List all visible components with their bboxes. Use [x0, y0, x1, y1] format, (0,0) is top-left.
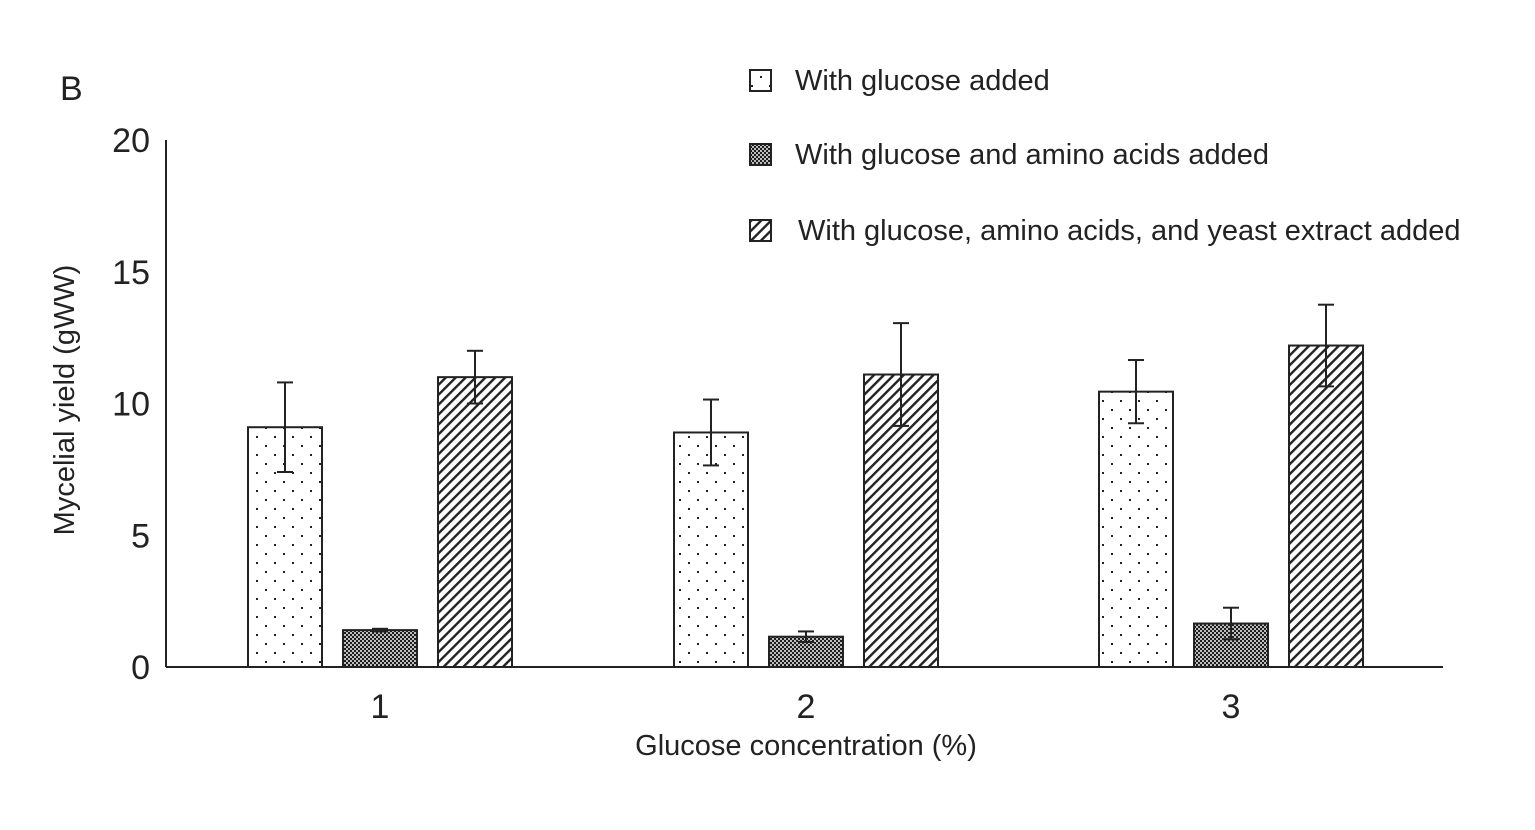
legend-swatch: [749, 69, 772, 92]
bars-group: [247, 303, 1364, 669]
bar: [1098, 390, 1174, 668]
legend-label: With glucose added: [795, 65, 1050, 97]
x-tick-label: 2: [797, 688, 816, 726]
y-axis: 0 5 10 15 20: [112, 122, 167, 687]
bar: [437, 376, 513, 668]
y-tick-label: 15: [112, 254, 150, 292]
error-bar: [277, 381, 293, 474]
x-axis-title: Glucose concentration (%): [635, 730, 977, 762]
error-bar: [1318, 303, 1334, 388]
bar: [342, 629, 418, 668]
legend-label: With glucose, amino acids, and yeast ext…: [798, 215, 1461, 247]
legend-swatch: [749, 143, 772, 166]
x-tick-label: 3: [1222, 688, 1241, 726]
error-bar: [467, 349, 483, 405]
error-bar: [372, 627, 388, 633]
error-bar: [1128, 359, 1144, 425]
bar: [1288, 344, 1364, 668]
y-tick-label: 5: [131, 517, 150, 555]
y-tick-label: 0: [131, 649, 150, 687]
legend-label: With glucose and amino acids added: [795, 139, 1269, 171]
error-bar: [893, 322, 909, 427]
error-bar: [703, 398, 719, 467]
legend-swatch: [749, 219, 772, 242]
error-bar: [1223, 606, 1239, 641]
y-tick-label: 10: [112, 386, 150, 424]
x-axis: 1 2 3: [166, 666, 1443, 726]
error-bar: [798, 630, 814, 643]
y-tick-label: 20: [112, 122, 150, 160]
legend: With glucose added With glucose and amino…: [749, 65, 1461, 247]
bar: [673, 431, 749, 668]
x-tick-label: 1: [371, 688, 390, 726]
y-axis-title: Mycelial yield (gWW): [49, 265, 81, 536]
panel-label: B: [60, 70, 83, 108]
